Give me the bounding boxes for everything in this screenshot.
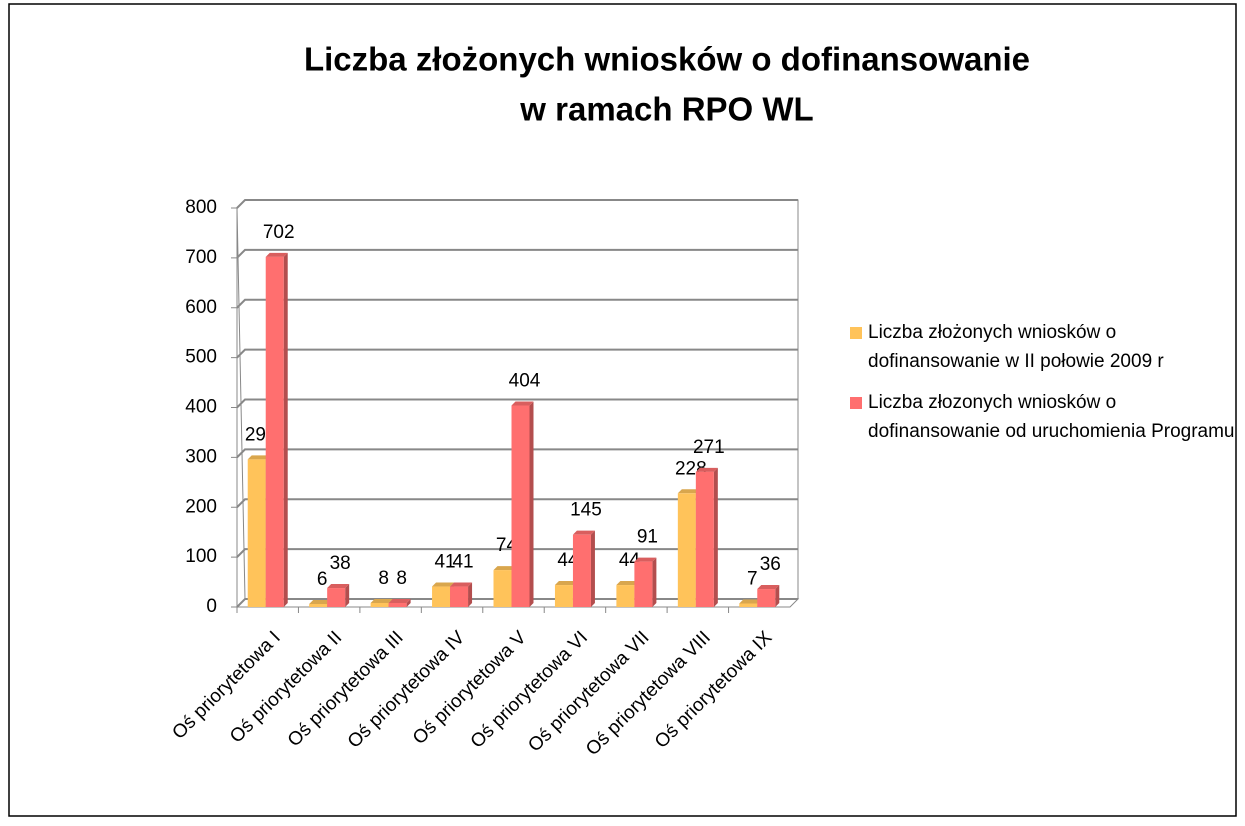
bar (247, 459, 266, 607)
y-tick-label: 800 (185, 197, 217, 218)
grid-line (236, 448, 798, 459)
bar-side (283, 252, 288, 607)
bar-top (493, 566, 516, 571)
bar (554, 585, 573, 607)
bar-top (265, 252, 288, 257)
bar-side (406, 599, 411, 607)
bar-top (695, 467, 718, 472)
grid-line (236, 248, 798, 259)
grid-line (236, 548, 798, 558)
x-tick-label: Oś priorytetowa IX (651, 627, 777, 753)
bar (511, 405, 530, 607)
bar-top (309, 600, 332, 605)
legend-item: Liczba złozonych wniosków o dofinansowan… (850, 388, 1235, 446)
legend-swatch (850, 327, 862, 339)
bar (432, 586, 451, 607)
bar (677, 493, 696, 607)
bar (695, 471, 714, 607)
x-tick-label: Oś priorytetowa VII (524, 627, 653, 756)
value-label: 36 (760, 554, 781, 575)
bar (739, 603, 758, 607)
grid-line (236, 199, 798, 209)
grid-line (236, 498, 798, 508)
bar (572, 534, 591, 607)
value-label: 145 (570, 500, 602, 521)
value-label: 404 (509, 371, 541, 392)
bar-side (468, 582, 473, 607)
y-tick-label: 700 (185, 247, 217, 268)
bar (309, 604, 328, 607)
bar-top (511, 401, 534, 406)
bar-top (554, 581, 577, 586)
x-tick-label: Oś priorytetowa V (409, 627, 531, 749)
bar-top (327, 584, 350, 589)
bar (327, 588, 346, 607)
legend-swatch (850, 397, 862, 409)
y-tick-label: 0 (206, 596, 217, 617)
y-tick-label: 100 (185, 546, 217, 567)
legend: Liczba złożonych wniosków o dofinansowan… (850, 318, 1235, 458)
legend-label: Liczba złozonych wniosków o dofinansowan… (868, 392, 1235, 442)
bar (616, 585, 635, 607)
bar (493, 570, 512, 607)
bar-top (757, 585, 780, 590)
bar-side (590, 530, 595, 607)
grid-line (236, 348, 798, 359)
x-tick-label: Oś priorytetowa II (226, 627, 346, 747)
chart-title: w ramach RPO WL (519, 91, 813, 128)
bar-top (572, 530, 595, 535)
bar-side (345, 584, 350, 607)
grid-line (236, 298, 798, 309)
bar (757, 589, 776, 607)
legend-item: Liczba złożonych wniosków o dofinansowan… (850, 318, 1235, 376)
value-label: 6 (317, 569, 328, 590)
bar-top (739, 599, 762, 604)
value-label: 91 (637, 527, 658, 548)
bar-top (432, 582, 455, 587)
y-tick-label: 600 (185, 297, 217, 318)
y-tick-label: 200 (185, 496, 217, 517)
y-tick-label: 400 (185, 397, 217, 418)
value-label: 38 (330, 553, 351, 574)
bar-top (370, 599, 393, 604)
bar-top (634, 557, 657, 562)
bar (388, 603, 407, 607)
value-label: 41 (434, 552, 455, 573)
border (8, 3, 1237, 817)
bar-top (388, 599, 411, 604)
bar (450, 586, 469, 607)
value-label: 8 (396, 568, 407, 589)
bar-side (652, 557, 657, 607)
y-tick-label: 300 (185, 446, 217, 467)
bar-top (450, 582, 473, 587)
bar (370, 603, 389, 607)
bar-side (713, 467, 718, 607)
value-label: 8 (378, 568, 389, 589)
x-tick-label: Oś priorytetowa VI (467, 627, 592, 752)
value-label: 702 (263, 222, 295, 243)
x-tick-label: Oś priorytetowa III (284, 627, 408, 751)
bar-side (529, 401, 534, 607)
value-label: 271 (693, 437, 725, 458)
value-label: 7 (747, 569, 758, 590)
bar (634, 561, 653, 607)
value-label: 41 (452, 552, 473, 573)
x-tick-label: Oś priorytetowa IV (344, 627, 470, 753)
y-tick-label: 500 (185, 347, 217, 368)
bar-top (677, 489, 700, 494)
grid-line (236, 398, 798, 409)
grid-line (236, 598, 798, 608)
legend-label: Liczba złożonych wniosków o dofinansowan… (868, 322, 1164, 372)
x-tick-label: Oś priorytetowa I (168, 627, 284, 743)
bar-side (775, 585, 780, 607)
bar-top (616, 581, 639, 586)
chart-title: Liczba złożonych wniosków o dofinansowan… (304, 41, 1030, 78)
bar-top (247, 455, 270, 460)
bar (265, 256, 284, 607)
